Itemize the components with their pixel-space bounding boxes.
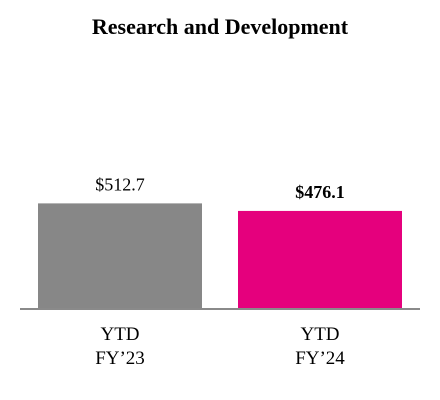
category-label-1-line-1: YTD xyxy=(100,324,139,345)
category-label-2-line-1: YTD xyxy=(300,324,339,345)
bar-2 xyxy=(238,210,402,309)
category-label-2-line-2: FY’24 xyxy=(295,348,345,369)
category-label-1-line-2: FY’23 xyxy=(95,348,145,369)
bar-1 xyxy=(38,203,202,309)
chart-title: Research and Development xyxy=(91,14,349,39)
data-label-2: $476.1 xyxy=(295,182,345,202)
data-label-1: $512.7 xyxy=(95,174,145,194)
